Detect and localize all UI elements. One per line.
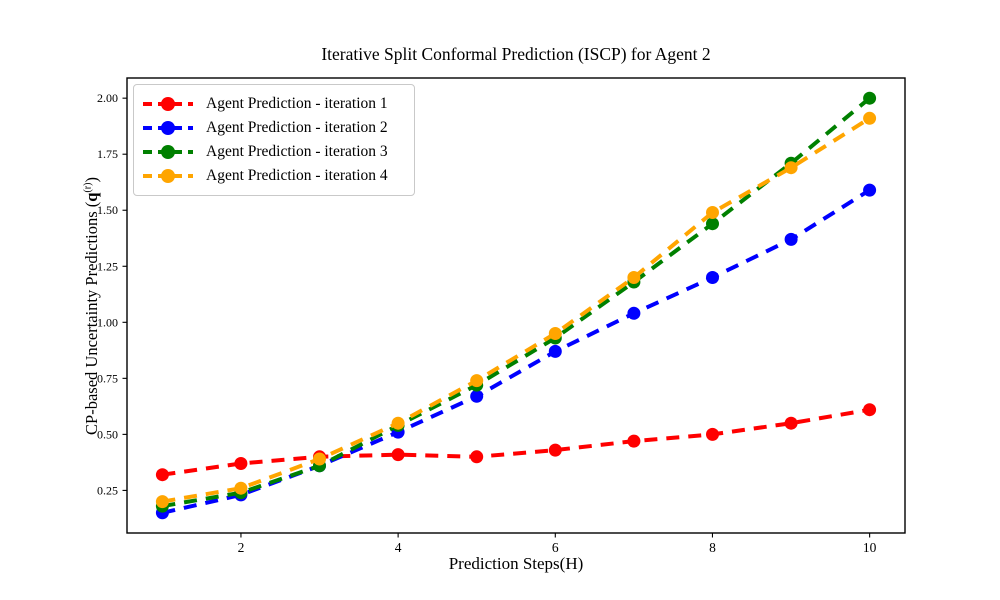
math-bold-q: q [82, 192, 101, 202]
data-point [313, 452, 326, 466]
y-axis-label: CP-based Uncertainty Predictions (q(r)) [82, 177, 101, 435]
data-point [784, 161, 798, 175]
chart-title: Iterative Split Conformal Prediction (IS… [321, 44, 711, 64]
data-point [391, 416, 405, 430]
data-point [627, 271, 641, 284]
y-tick-label: 1.75 [97, 147, 118, 161]
data-point [470, 450, 484, 464]
legend-line-marker-red [143, 97, 193, 111]
y-tick-label: 1.00 [97, 315, 118, 329]
legend-item-iteration-2: Agent Prediction - iteration 2 [143, 116, 404, 140]
data-point [784, 416, 798, 430]
data-point [706, 206, 719, 219]
y-tick-label: 1.25 [97, 259, 118, 273]
data-point [155, 468, 169, 482]
series-line-3 [162, 96, 871, 509]
data-point [863, 403, 877, 417]
y-tick-label: 2.00 [97, 91, 118, 105]
data-point [391, 448, 405, 462]
y-tick-label: 0.50 [97, 427, 118, 441]
data-point [470, 389, 484, 403]
x-tick-label: 4 [395, 540, 402, 555]
x-tick-label: 8 [709, 540, 716, 555]
data-point [234, 481, 248, 495]
legend-line-marker-orange [143, 169, 193, 183]
legend-label: Agent Prediction - iteration 4 [206, 167, 388, 184]
data-point [863, 91, 877, 105]
legend-item-iteration-3: Agent Prediction - iteration 3 [143, 140, 404, 164]
data-point [706, 217, 719, 231]
data-point [863, 183, 877, 197]
data-point [155, 495, 169, 509]
x-tick-label: 6 [552, 540, 559, 555]
x-tick-label: 10 [863, 540, 877, 555]
legend-line-marker-blue [143, 121, 193, 135]
legend: Agent Prediction - iteration 1 Agent Pre… [133, 84, 415, 196]
data-point [548, 327, 562, 340]
data-point [234, 457, 248, 470]
series-line-4 [162, 116, 871, 504]
legend-label: Agent Prediction - iteration 2 [206, 119, 388, 136]
legend-label: Agent Prediction - iteration 3 [206, 143, 388, 160]
data-point [784, 232, 798, 246]
data-point [863, 111, 877, 125]
data-point [706, 271, 719, 284]
legend-label: Agent Prediction - iteration 1 [206, 95, 388, 112]
y-tick-label: 1.50 [97, 203, 118, 217]
x-tick-label: 2 [238, 540, 245, 555]
data-point [706, 427, 719, 441]
legend-item-iteration-4: Agent Prediction - iteration 4 [143, 164, 404, 188]
series-line-1 [162, 407, 870, 477]
y-tick-label: 0.75 [97, 371, 118, 385]
superscript-r: (r) [82, 182, 94, 193]
data-point [470, 374, 484, 388]
data-point [548, 443, 562, 457]
y-tick-label: 0.25 [97, 483, 118, 497]
legend-line-marker-green [143, 145, 193, 159]
data-point [627, 434, 641, 448]
legend-item-iteration-1: Agent Prediction - iteration 1 [143, 92, 404, 116]
data-point [627, 306, 641, 320]
x-axis-label: Prediction Steps(H) [448, 554, 584, 573]
data-point [548, 344, 562, 358]
